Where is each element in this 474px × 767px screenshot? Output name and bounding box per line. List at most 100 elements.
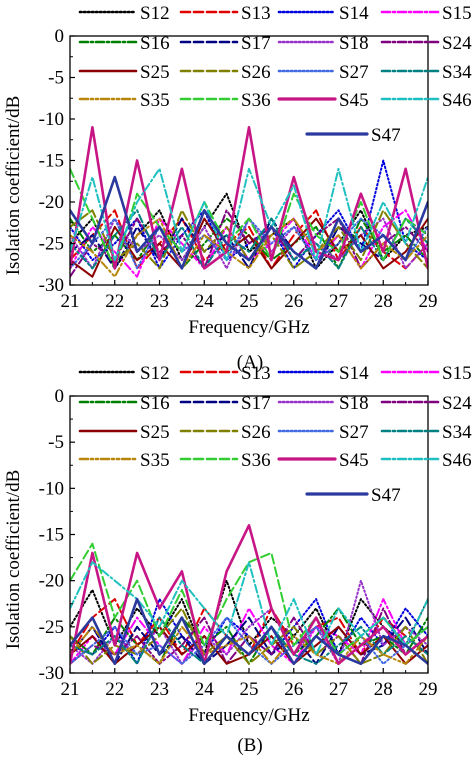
- x-tick-label: 29: [419, 291, 438, 312]
- legend-item-s26: S26: [179, 422, 271, 443]
- x-tick-label: 26: [284, 679, 303, 700]
- x-tick-label: 25: [240, 679, 259, 700]
- legend-label: S45: [339, 90, 369, 111]
- x-axis-label: Frequency/GHz: [188, 705, 309, 726]
- legend-label: S47: [371, 125, 401, 146]
- legend-item-s25: S25: [78, 62, 170, 83]
- legend-item-s35: S35: [78, 450, 170, 471]
- y-tick-label: -30: [39, 275, 64, 296]
- legend-item-s34: S34: [380, 62, 472, 83]
- legend-label: S16: [140, 393, 170, 414]
- legend-item-s36: S36: [179, 90, 271, 111]
- chart-panel-b: 21 22 23 24 25 26 27 28 29 0 -5 -10 -15 -20 -25 -30 Freq…: [3, 363, 472, 756]
- legend-label: S34: [442, 62, 472, 83]
- series-line-s46: [70, 167, 428, 262]
- y-tick-label: 0: [55, 26, 65, 47]
- legend-label: S18: [339, 33, 369, 54]
- series-line-s27: [70, 616, 428, 665]
- x-tick-label: 22: [105, 291, 124, 312]
- y-axis-label: Isolation coefficient/dB: [3, 470, 24, 650]
- legend-item-s13: S13: [179, 363, 271, 384]
- series-group: [70, 126, 428, 278]
- legend-item-s14: S14: [277, 363, 369, 384]
- legend: S12 S13 S14 S15 S16 S17 S18 S24 S25 S26 S27 S34 S35 S…: [78, 363, 472, 506]
- y-tick-label: -20: [39, 571, 64, 592]
- panel-caption: (B): [237, 735, 262, 756]
- legend-item-s27: S27: [277, 422, 369, 443]
- series-line-s17: [70, 616, 428, 665]
- legend-label: S17: [241, 33, 271, 54]
- legend-item-s47: S47: [305, 485, 401, 506]
- legend-label: S47: [371, 485, 401, 506]
- legend-label: S24: [442, 33, 472, 54]
- legend-item-s14: S14: [277, 3, 369, 24]
- legend-item-s36: S36: [179, 450, 271, 471]
- legend-label: S35: [140, 450, 170, 471]
- legend-label: S18: [339, 393, 369, 414]
- series-line-s45: [70, 524, 428, 666]
- legend-item-s47: S47: [305, 125, 401, 146]
- legend-label: S27: [339, 62, 369, 83]
- legend-item-s17: S17: [179, 33, 271, 54]
- x-tick-label: 29: [419, 679, 438, 700]
- x-tick-label: 27: [329, 291, 348, 312]
- legend-item-s46: S46: [380, 90, 472, 111]
- legend-label: S36: [241, 450, 271, 471]
- y-tick-label: -25: [39, 617, 64, 638]
- legend-label: S16: [140, 33, 170, 54]
- y-tick-label: -15: [39, 151, 64, 172]
- legend-item-s24: S24: [380, 393, 472, 414]
- legend-item-s17: S17: [179, 393, 271, 414]
- legend-label: S25: [140, 62, 170, 83]
- legend-item-s45: S45: [277, 90, 369, 111]
- x-tick-label: 24: [195, 679, 215, 700]
- legend-label: S15: [442, 3, 472, 24]
- series-group: [70, 524, 428, 666]
- legend-label: S46: [442, 450, 472, 471]
- y-tick-label: -25: [39, 234, 64, 255]
- legend-label: S45: [339, 450, 369, 471]
- legend-label: S24: [442, 393, 472, 414]
- series-line-s47: [70, 175, 428, 270]
- legend-label: S46: [442, 90, 472, 111]
- series-line-s35: [70, 625, 428, 665]
- legend-item-s15: S15: [380, 363, 472, 384]
- legend-label: S15: [442, 363, 472, 384]
- legend-item-s12: S12: [78, 3, 170, 24]
- series-line-s46: [70, 561, 428, 656]
- legend-label: S17: [241, 393, 271, 414]
- y-tick-label: -15: [39, 525, 64, 546]
- legend-item-s16: S16: [78, 393, 170, 414]
- y-tick-label: -30: [39, 663, 64, 684]
- x-tick-label: 21: [61, 291, 80, 312]
- x-tick-label: 28: [374, 679, 393, 700]
- legend-label: S14: [339, 3, 369, 24]
- x-tick-label: 22: [105, 679, 124, 700]
- y-tick-label: -5: [48, 432, 64, 453]
- legend: S12 S13 S14 S15 S16 S17 S18 S24 S25 S26 S27 S34 S35 S…: [78, 3, 472, 146]
- legend-item-s35: S35: [78, 90, 170, 111]
- x-tick-label: 23: [150, 679, 169, 700]
- x-tick-label: 26: [284, 291, 303, 312]
- y-tick-label: -10: [39, 478, 64, 499]
- legend-item-s18: S18: [277, 33, 369, 54]
- x-tick-label: 27: [329, 679, 348, 700]
- x-tick-label: 28: [374, 291, 393, 312]
- legend-item-s25: S25: [78, 422, 170, 443]
- legend-label: S35: [140, 90, 170, 111]
- x-tick-label: 21: [61, 679, 80, 700]
- y-tick-label: -20: [39, 192, 64, 213]
- legend-label: S12: [140, 363, 170, 384]
- legend-item-s26: S26: [179, 62, 271, 83]
- panel-caption: (A): [237, 352, 263, 373]
- legend-label: S13: [241, 3, 271, 24]
- legend-label: S13: [241, 363, 271, 384]
- series-line-s35: [70, 217, 428, 278]
- legend-label: S34: [442, 422, 472, 443]
- series-line-s45: [70, 126, 428, 270]
- legend-label: S14: [339, 363, 369, 384]
- legend-label: S12: [140, 3, 170, 24]
- y-tick-label: -10: [39, 109, 64, 130]
- legend-item-s24: S24: [380, 33, 472, 54]
